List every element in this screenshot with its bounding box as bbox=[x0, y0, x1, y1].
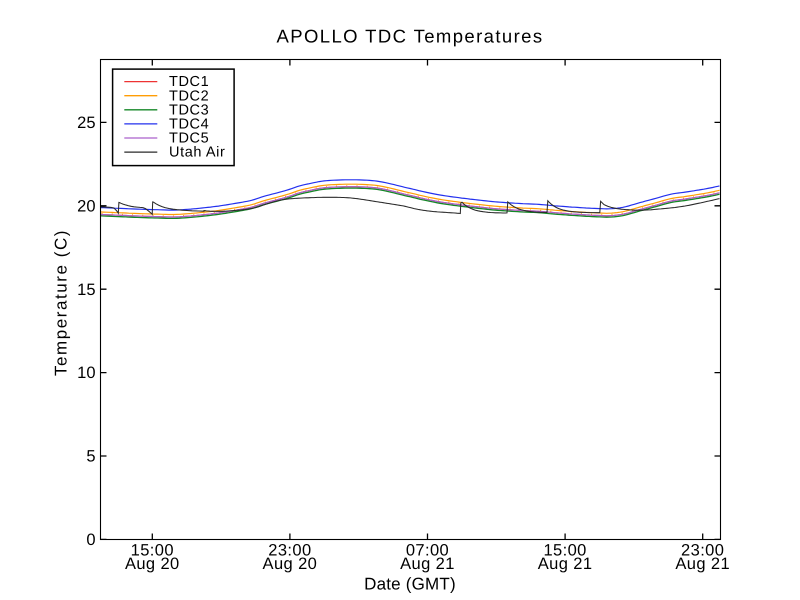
svg-text:07:00: 07:00 bbox=[406, 542, 449, 560]
svg-text:15:00: 15:00 bbox=[543, 542, 586, 560]
svg-text:TDC4: TDC4 bbox=[169, 117, 209, 133]
svg-text:Temperature (C): Temperature (C) bbox=[51, 229, 70, 376]
svg-text:10: 10 bbox=[77, 364, 95, 382]
svg-text:25: 25 bbox=[77, 114, 95, 132]
svg-text:TDC5: TDC5 bbox=[169, 131, 209, 147]
svg-text:APOLLO TDC Temperatures: APOLLO TDC Temperatures bbox=[277, 26, 544, 47]
svg-text:23:00: 23:00 bbox=[681, 542, 724, 560]
svg-text:Aug 20: Aug 20 bbox=[263, 555, 318, 573]
svg-text:Aug 20: Aug 20 bbox=[125, 555, 180, 573]
svg-text:5: 5 bbox=[86, 448, 95, 466]
svg-text:TDC3: TDC3 bbox=[169, 102, 209, 118]
svg-text:23:00: 23:00 bbox=[268, 542, 311, 560]
svg-text:Aug 21: Aug 21 bbox=[538, 555, 593, 573]
svg-text:15: 15 bbox=[77, 281, 95, 299]
svg-text:Utah Air: Utah Air bbox=[169, 145, 225, 161]
svg-text:Aug 21: Aug 21 bbox=[400, 555, 455, 573]
svg-text:Date (GMT): Date (GMT) bbox=[364, 575, 456, 594]
svg-text:0: 0 bbox=[86, 531, 95, 549]
svg-text:TDC1: TDC1 bbox=[169, 74, 209, 90]
svg-text:15:00: 15:00 bbox=[131, 542, 174, 560]
svg-text:20: 20 bbox=[77, 197, 95, 215]
svg-text:Aug 21: Aug 21 bbox=[675, 555, 730, 573]
svg-text:TDC2: TDC2 bbox=[169, 88, 209, 104]
